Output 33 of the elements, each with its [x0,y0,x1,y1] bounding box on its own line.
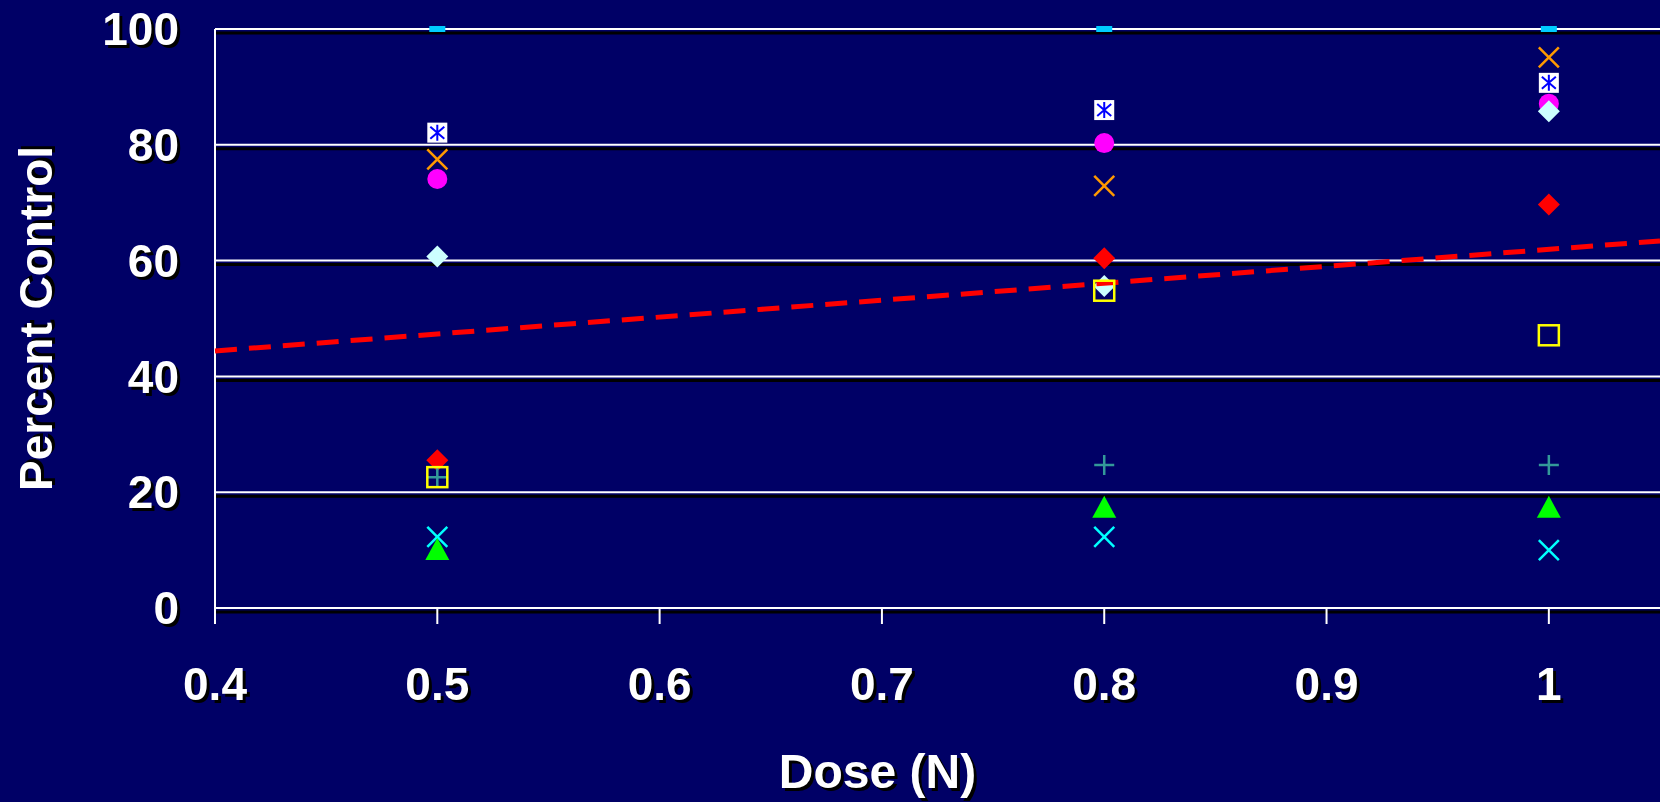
point [1092,174,1116,198]
point [1537,324,1561,347]
point [1537,193,1560,216]
point [426,245,449,268]
x-axis-title: Dose (N) [778,745,977,798]
point [1537,46,1561,69]
point [1537,100,1560,123]
x-tick-label: 0.4 [183,658,248,710]
x-tick-label: 0.8 [1072,658,1137,710]
point [1092,453,1116,477]
point [425,538,450,561]
point [1537,453,1561,477]
y-axis-title: Percent Control [10,145,62,492]
point [1536,495,1561,518]
x-tick-label: 0.6 [627,658,692,710]
point [1537,538,1561,562]
y-tick-label: 20 [127,466,179,519]
x-tick-label: 1 [1536,658,1562,710]
point [426,148,449,171]
point [1092,525,1116,549]
y-tick-label: 0 [153,582,179,635]
point [426,525,449,549]
y-tick-label: 100 [102,3,179,56]
y-tick-label: 40 [127,350,179,403]
point [1092,495,1117,518]
y-tick-label: 80 [127,118,179,171]
point [427,168,448,189]
point [1093,247,1116,270]
x-tick-label: 0.7 [849,658,914,710]
x-tick-label: 0.9 [1294,658,1359,710]
point [1094,133,1115,154]
y-tick-label: 60 [127,234,179,287]
x-tick-label: 0.5 [405,658,470,710]
